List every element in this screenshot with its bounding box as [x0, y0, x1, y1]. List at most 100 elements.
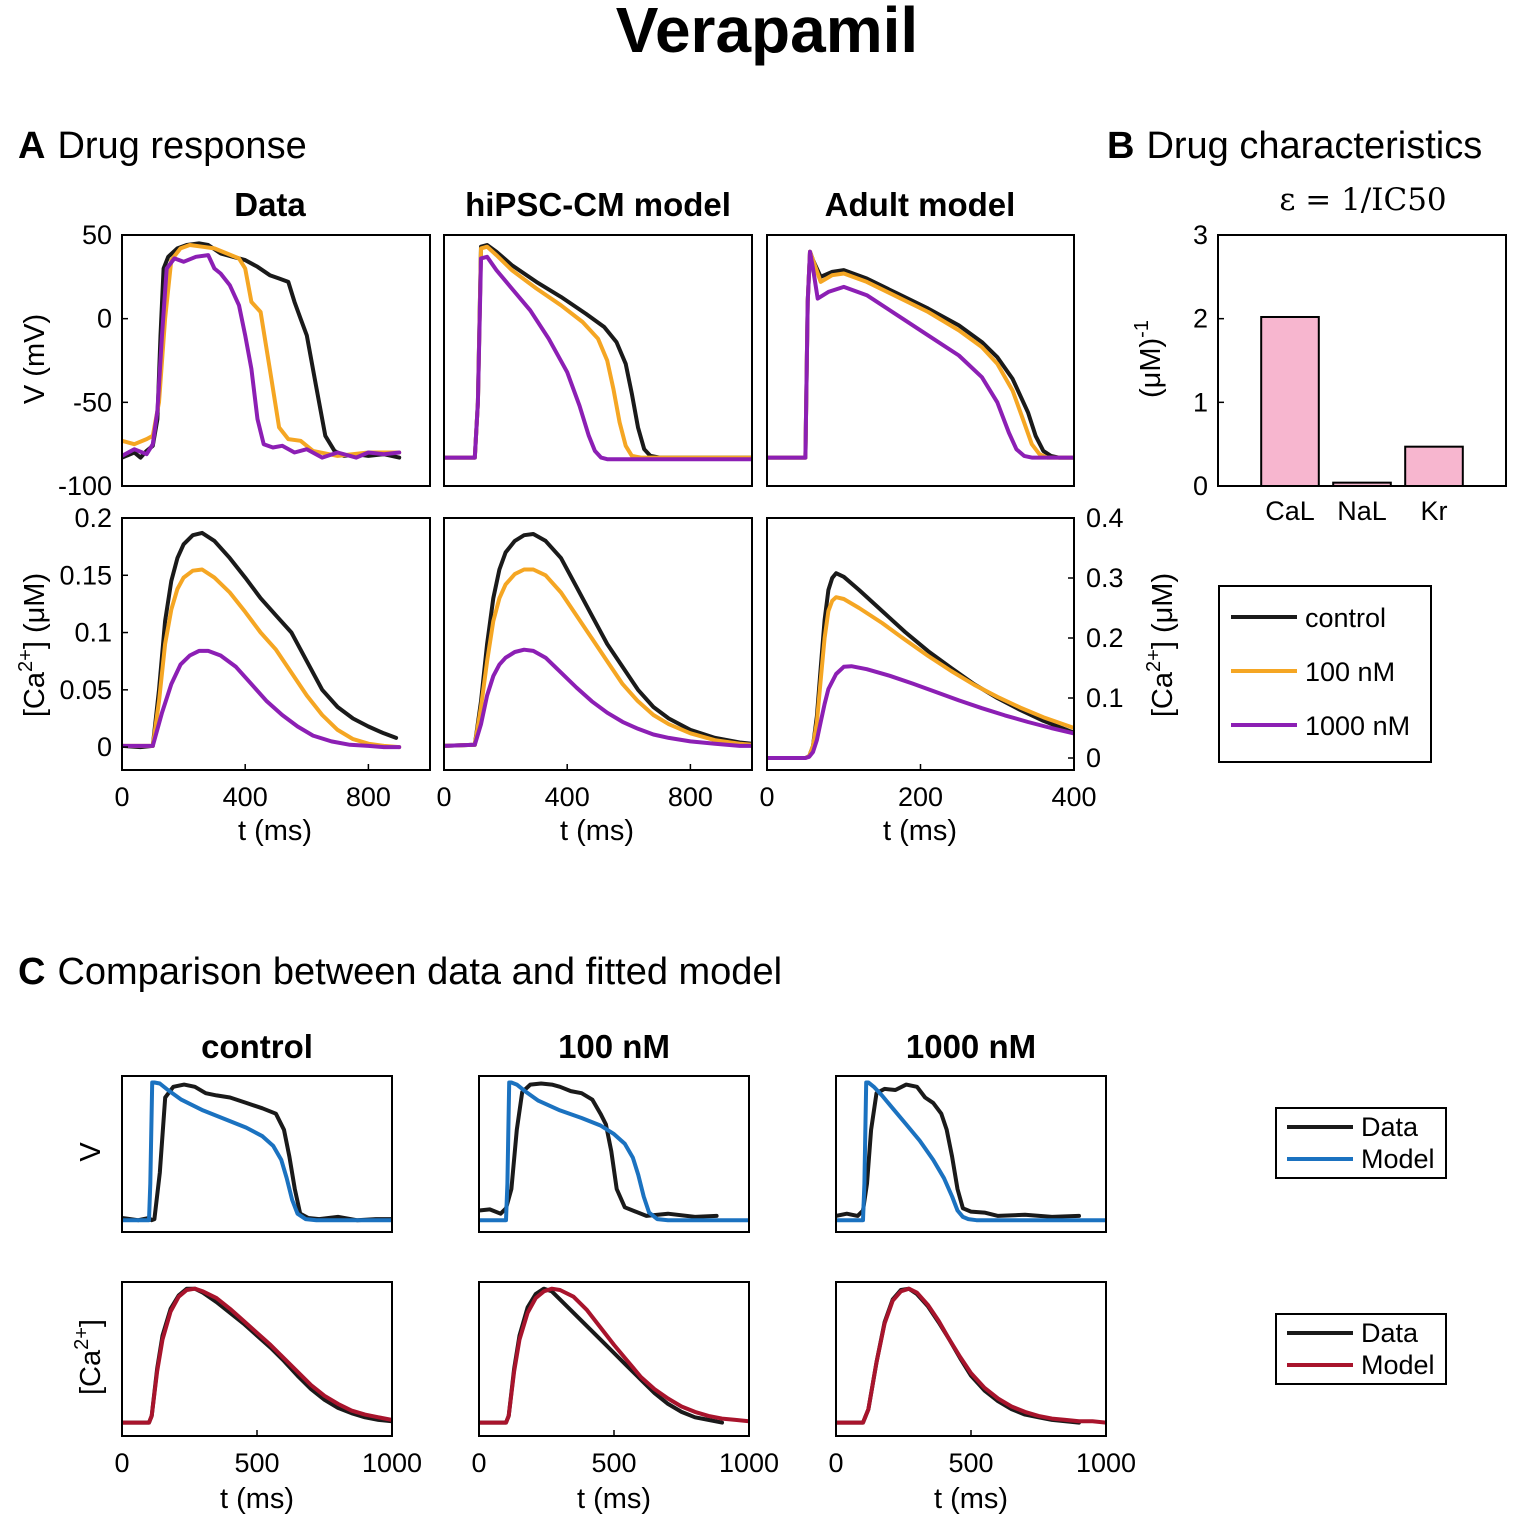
ytick-label: 0.3	[1086, 563, 1124, 593]
series-model	[836, 1286, 1106, 1425]
ytick-label: 0.1	[1086, 683, 1124, 713]
series-data	[836, 1082, 1081, 1219]
panel-c-v-control	[121, 1075, 393, 1233]
section-b-text: Drug characteristics	[1146, 125, 1482, 167]
b-formula: ε = 1/IC50	[1279, 182, 1446, 218]
legend-a: control 100 nM 1000 nM	[1218, 585, 1432, 763]
c-col-title-control: control	[201, 1028, 313, 1065]
xtick-label: 0	[114, 1448, 129, 1478]
a-ca-ylabel-right: [Ca2+] (μM)	[1143, 573, 1179, 717]
section-b-heading: B Drug characteristics	[1107, 125, 1482, 167]
xtick-label: 0	[828, 1448, 843, 1478]
series-data	[122, 1082, 392, 1223]
legend-a-label-control: control	[1305, 603, 1386, 633]
bar-kr	[1404, 445, 1464, 487]
series-model	[122, 1080, 392, 1223]
series-1000-nm	[444, 254, 752, 462]
c-xlabel-3: t (ms)	[934, 1483, 1008, 1515]
xtick-label: 400	[545, 782, 590, 812]
series-model	[836, 1080, 1106, 1223]
axes-frame	[478, 1075, 750, 1233]
section-b-letter: B	[1107, 125, 1134, 167]
a-xlabel-1: t (ms)	[238, 815, 312, 847]
legend-c-ca-label-data: Data	[1361, 1318, 1419, 1348]
xtick-label: 0	[471, 1448, 486, 1478]
col-title-data: Data	[234, 186, 306, 223]
panel-a-v-hipsc	[443, 234, 753, 487]
legend-a-label-100: 100 nM	[1305, 657, 1395, 687]
section-a-letter: A	[18, 125, 45, 167]
ytick-label: 0.4	[1086, 503, 1124, 533]
series-100-nm	[767, 595, 1074, 760]
series-1000-nm	[444, 647, 752, 748]
panel-c-ca-control: 0 500 1000	[114, 1281, 422, 1478]
legend-c-v-box	[1275, 1107, 1447, 1179]
panel-a-v-data: -100 -50 0 50	[58, 220, 431, 501]
series-control	[767, 571, 1074, 760]
ytick-label: 50	[82, 220, 112, 250]
col-title-hipsc: hiPSC-CM model	[465, 186, 731, 223]
series-100-nm	[767, 249, 1074, 460]
series-data	[122, 1286, 392, 1425]
series-control	[444, 532, 752, 748]
xtick-label: 800	[346, 782, 391, 812]
panel-a-ca-hipsc: 0 400 800	[436, 517, 753, 812]
panel-c-ca-100: 0 500 1000	[471, 1281, 779, 1478]
axes-frame	[121, 1075, 393, 1233]
legend-c-v-label-model: Model	[1361, 1144, 1435, 1174]
xtick-label: 200	[898, 782, 943, 812]
series-100-nm	[444, 244, 752, 460]
series-model	[479, 1286, 749, 1425]
ytick-label: 0.2	[74, 503, 112, 533]
ytick-label: -100	[58, 471, 112, 501]
legend-a-label-1000: 1000 nM	[1305, 711, 1410, 741]
section-c-heading: C Comparison between data and fitted mode…	[18, 951, 782, 993]
axes-frame	[1217, 234, 1507, 487]
ytick-label: 0	[97, 732, 112, 762]
xtick-label: 400	[1051, 782, 1096, 812]
ytick-label: 0.1	[74, 618, 112, 648]
c-v-ylabel: V	[75, 1142, 107, 1162]
b-ylabel: (μM)-1	[1131, 320, 1167, 398]
series-1000-nm	[767, 664, 1074, 760]
xtick-label: 500	[948, 1448, 993, 1478]
xtick-label: 500	[234, 1448, 279, 1478]
legend-c-ca-label-model: Model	[1361, 1350, 1435, 1380]
axes-frame	[835, 1075, 1107, 1233]
col-title-adult: Adult model	[825, 186, 1016, 223]
axes-frame	[443, 517, 753, 771]
series-100-nm	[444, 567, 752, 748]
series-control	[444, 243, 752, 460]
c-col-title-100: 100 nM	[558, 1028, 670, 1065]
xtick-label: 400	[223, 782, 268, 812]
panel-a-v-adult	[766, 234, 1075, 487]
bar-cal	[1260, 315, 1320, 488]
xtick-label: 0	[759, 782, 774, 812]
ytick-label: 1	[1193, 387, 1208, 417]
series-data	[479, 1081, 719, 1219]
xtick-label: 500	[591, 1448, 636, 1478]
axes-frame	[443, 234, 753, 487]
axes-frame	[478, 1281, 750, 1437]
series-1000-nm	[122, 648, 402, 750]
series-model	[479, 1080, 749, 1223]
axes-frame	[121, 517, 431, 771]
section-a-heading: A Drug response	[18, 125, 307, 167]
section-c-text: Comparison between data and fitted model	[57, 951, 782, 993]
section-c-letter: C	[18, 951, 45, 993]
c-col-title-1000: 1000 nM	[906, 1028, 1036, 1065]
ytick-label: 2	[1193, 304, 1208, 334]
axes-frame	[121, 234, 431, 487]
ytick-label: 3	[1193, 220, 1208, 250]
panel-a-ca-data: 0 0.05 0.1 0.15 0.2 0 400 800	[59, 503, 431, 812]
a-xlabel-3: t (ms)	[883, 815, 957, 847]
series-control	[122, 530, 399, 750]
series-1000-nm	[122, 253, 402, 460]
panel-c-v-1000	[835, 1075, 1107, 1233]
legend-c-ca: Data Model	[1275, 1313, 1447, 1385]
xtick-label: 1000	[362, 1448, 422, 1478]
series-control	[767, 249, 1074, 460]
c-ca-ylabel: [Ca2+]	[71, 1319, 107, 1395]
